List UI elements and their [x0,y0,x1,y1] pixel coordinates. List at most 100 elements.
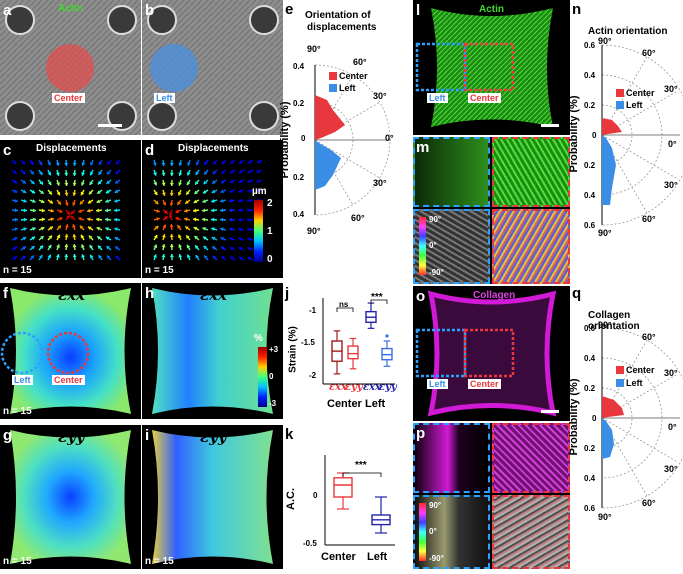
angle-tick: 60° [642,332,656,342]
angle-tick: 90° [307,226,321,236]
panel-letter: l [416,3,420,18]
r-tick: 0.2 [584,384,595,393]
arrow-head [170,203,174,206]
r-tick: 0.4 [584,474,595,483]
panel-letter: n [572,2,581,17]
center-label: Center [52,375,85,385]
r-tick: 0.2 [584,101,595,110]
arrow-head [170,224,174,227]
panel-letter: a [3,3,11,18]
arrow-head [247,218,250,222]
r-tick: 0.2 [584,444,595,453]
arrow-head [211,218,214,222]
brightfield-image [142,0,283,135]
orientation-colorbar [419,503,426,561]
panel-letter: m [416,140,429,155]
displacement-field [0,140,141,278]
arrow-head [247,208,250,212]
r-tick: 0 [301,134,305,143]
panel-letter: k [285,427,293,442]
sample-size: n = 15 [3,406,32,417]
sample-size: n = 15 [3,556,32,567]
arrow-head [33,218,36,222]
arrow-head [105,208,108,212]
colorbar-unit: µm [252,186,267,197]
r-tick: 0.4 [584,191,595,200]
legend-left: Left [626,100,643,110]
panel-title: εyy [58,428,85,446]
colorbar-tick: 90° [429,215,441,224]
y-tick: -2 [309,371,316,380]
angle-tick: 30° [373,178,387,188]
panel-letter: b [145,3,154,18]
r-tick: 0.6 [584,41,595,50]
panel-h-strain-xx: h εxx % +3 0 -3 [142,283,283,419]
angle-tick: 30° [664,464,678,474]
colorbar-unit: % [254,333,263,344]
panel-j-strain-boxplot: j Strain (%) -1 -1.5 -2 ns *** εxx εyy ε… [285,284,397,424]
center-label: Center [52,93,85,103]
panel-n-actin-polar: n Actin orientation Center Left 90° 60° … [572,0,683,280]
arrow-head [229,208,232,212]
brightfield-image [0,0,141,135]
significance: *** [371,292,383,303]
arrow-head [73,163,77,166]
y-tick: -1.5 [301,338,315,347]
orientation-colorbar [419,217,426,275]
y-axis-label: Probability (%) [279,100,291,180]
arrow-head [64,173,68,176]
y-tick: 0 [313,491,317,500]
arrow-head [73,254,77,257]
arrow-head [202,218,205,222]
ns-annotation: ns [339,300,348,309]
r-tick: 0.6 [584,221,595,230]
left-region [150,44,198,92]
panel-b-image: b Left [142,0,283,135]
significance: *** [355,460,367,471]
center-region [46,44,94,92]
panel-l-actin-image: l Actin Left Center [413,0,570,135]
panel-letter: g [3,428,12,443]
arrow-head [105,218,108,222]
r-tick: 0.4 [584,71,595,80]
panel-title: Orientation of [305,10,371,21]
arrow-head [229,218,232,222]
colorbar [254,200,263,262]
box-plot [285,425,397,569]
colorbar-tick: 0° [429,241,437,250]
arrow-head [64,183,68,186]
sample-size: n = 15 [145,556,174,567]
legend-left: Left [626,378,643,388]
arrow-head [238,208,241,212]
panel-m-actin-zoom: m 90° 0° -90° [413,137,570,284]
angle-tick: 60° [353,57,367,67]
arrow-head [161,163,165,166]
arrow-head [170,254,174,257]
arrow-head [24,208,27,212]
angle-tick: 90° [598,36,612,46]
panel-letter: i [145,428,149,443]
left-label: Left [427,93,448,103]
y-axis-label: A.C. [285,479,297,519]
panel-letter: d [145,143,154,158]
arrow-head [64,254,68,257]
panel-letter: j [285,286,289,301]
sample-size: n = 15 [145,265,174,276]
colorbar-tick: +3 [269,345,278,354]
arrow-head [73,183,77,186]
y-tick: -0.5 [303,539,317,548]
angle-tick: 60° [642,498,656,508]
colorbar-tick: -3 [269,399,276,408]
colorbar-tick: 0 [267,254,273,265]
arrow-head [170,173,174,176]
angle-tick: 90° [598,228,612,238]
panel-o-collagen-image: o Collagen Left Center [413,286,570,421]
angle-tick: 60° [642,48,656,58]
r-tick: 0.6 [584,504,595,513]
colorbar-tick: 90° [429,501,441,510]
panel-title: Actin [58,3,83,14]
left-label: Left [427,379,448,389]
left-label: Left [12,375,33,385]
sig-bracket [343,473,381,477]
r-tick: 0.4 [584,354,595,363]
